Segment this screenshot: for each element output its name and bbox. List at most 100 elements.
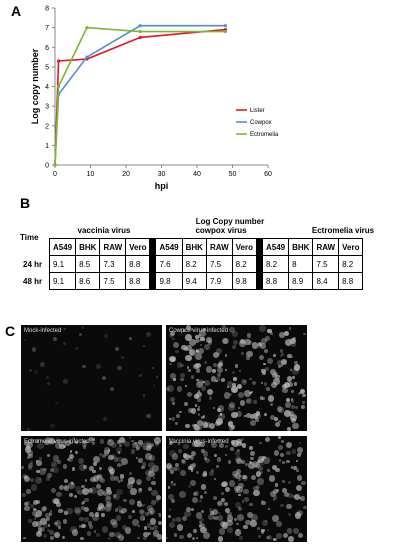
cell bbox=[99, 477, 106, 484]
cell bbox=[121, 507, 128, 514]
cell bbox=[265, 336, 271, 341]
table-cell: 8.9 bbox=[288, 272, 314, 290]
cell bbox=[29, 477, 35, 483]
table-cell: 7.5 bbox=[205, 255, 233, 273]
cell bbox=[39, 362, 45, 368]
cell bbox=[190, 374, 195, 379]
cell bbox=[62, 444, 67, 449]
data-point bbox=[56, 84, 61, 89]
cell bbox=[96, 474, 103, 481]
cell bbox=[87, 488, 93, 494]
cell bbox=[72, 436, 75, 440]
cell bbox=[47, 472, 52, 478]
cell bbox=[232, 473, 238, 479]
cell bbox=[288, 410, 294, 416]
cell bbox=[79, 464, 86, 471]
cell bbox=[135, 447, 139, 451]
micrograph-vaccinia: Vaccinia virus-infected bbox=[166, 436, 307, 542]
cell bbox=[284, 338, 292, 346]
cell bbox=[233, 377, 237, 381]
cell bbox=[277, 374, 280, 378]
y-tick-label: 5 bbox=[45, 64, 49, 71]
cell bbox=[130, 488, 137, 495]
cell bbox=[176, 516, 181, 522]
cell bbox=[212, 495, 217, 501]
cell bbox=[149, 517, 157, 525]
cell bbox=[97, 489, 104, 496]
cell bbox=[185, 423, 190, 429]
cell bbox=[224, 354, 228, 358]
cell bbox=[296, 475, 303, 481]
cell bbox=[220, 492, 224, 496]
cell bbox=[114, 457, 119, 462]
cell bbox=[233, 517, 238, 522]
cell bbox=[286, 441, 293, 448]
table-cell: 7.5 bbox=[99, 272, 127, 290]
cell bbox=[188, 466, 193, 471]
cell bbox=[281, 440, 285, 444]
cell bbox=[253, 485, 259, 492]
cell bbox=[278, 458, 282, 462]
cell bbox=[186, 533, 193, 539]
cell bbox=[46, 528, 50, 532]
cell bbox=[195, 511, 203, 519]
cell bbox=[274, 483, 278, 487]
cell bbox=[231, 386, 239, 394]
cell bbox=[70, 481, 74, 485]
y-tick-label: 1 bbox=[45, 143, 49, 150]
cell bbox=[34, 370, 39, 375]
cell bbox=[23, 475, 31, 483]
cell bbox=[171, 401, 175, 405]
cell bbox=[199, 523, 206, 530]
cell bbox=[169, 417, 172, 420]
cell bbox=[266, 328, 272, 334]
cell bbox=[229, 393, 232, 397]
cell bbox=[282, 359, 286, 363]
cell bbox=[280, 354, 283, 358]
cell bbox=[217, 361, 223, 367]
cell bbox=[275, 467, 281, 473]
cell bbox=[231, 440, 239, 448]
cell bbox=[231, 330, 238, 337]
cell bbox=[290, 341, 297, 348]
table-cell: 8.8 bbox=[261, 272, 290, 290]
cell bbox=[83, 464, 88, 469]
cell bbox=[221, 480, 229, 488]
cell bbox=[245, 397, 253, 405]
cell bbox=[114, 508, 118, 512]
cell bbox=[33, 499, 39, 505]
cell bbox=[117, 480, 121, 483]
cell bbox=[43, 467, 47, 472]
cell bbox=[128, 436, 132, 440]
cell bbox=[74, 486, 81, 493]
cell bbox=[273, 489, 279, 494]
cell bbox=[23, 339, 26, 342]
cell bbox=[178, 449, 182, 453]
cell bbox=[230, 446, 235, 451]
cell bbox=[169, 397, 175, 402]
cell bbox=[297, 532, 304, 539]
column-header: A549 bbox=[48, 238, 77, 256]
cell bbox=[118, 535, 121, 539]
cell bbox=[110, 518, 117, 526]
cell bbox=[224, 453, 227, 457]
cell bbox=[102, 417, 107, 422]
cell bbox=[241, 438, 245, 442]
table-cell: 9.1 bbox=[48, 255, 77, 273]
cell bbox=[187, 484, 192, 488]
cell bbox=[144, 504, 147, 507]
cell bbox=[21, 474, 27, 479]
cell bbox=[265, 367, 270, 372]
y-tick-label: 2 bbox=[45, 123, 49, 130]
cell bbox=[234, 529, 241, 536]
cell bbox=[200, 509, 204, 513]
cell bbox=[54, 520, 61, 527]
cell bbox=[237, 392, 244, 399]
cell bbox=[173, 532, 178, 537]
cell bbox=[106, 487, 111, 492]
cell bbox=[295, 485, 302, 492]
cell bbox=[151, 480, 156, 486]
cell bbox=[48, 529, 55, 536]
cell bbox=[270, 368, 277, 375]
cell bbox=[216, 347, 223, 354]
